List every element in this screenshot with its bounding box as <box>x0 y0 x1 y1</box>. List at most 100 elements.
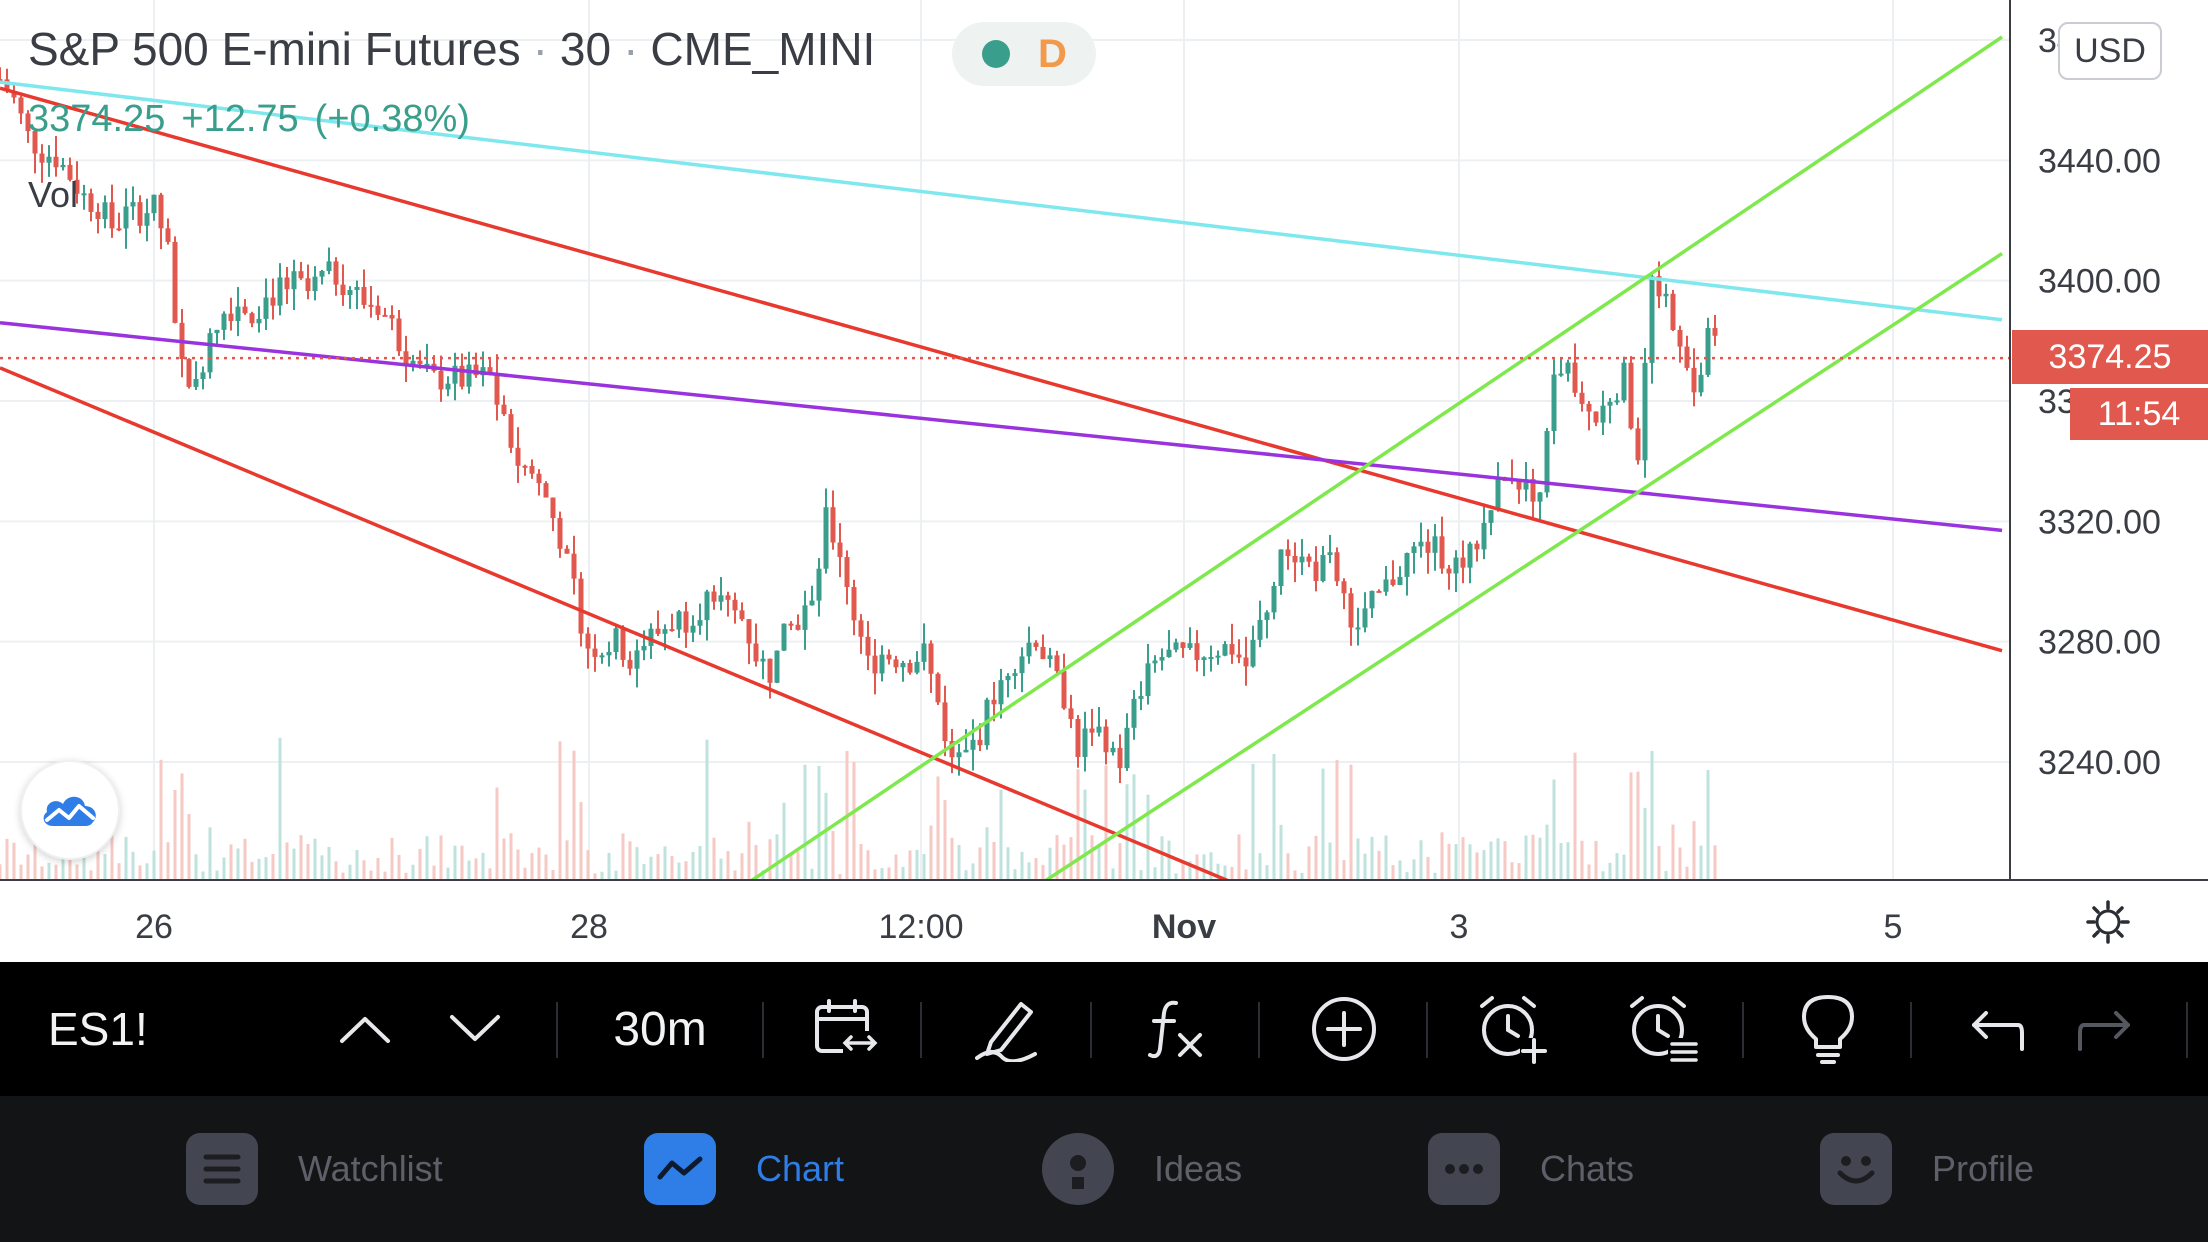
candle-body <box>1187 643 1193 648</box>
candle-body <box>452 365 458 384</box>
volume-bar <box>40 866 44 880</box>
indicators-button[interactable] <box>1136 962 1216 1096</box>
volume-bar <box>1559 843 1563 880</box>
volume-bar <box>229 844 233 880</box>
candle-body <box>242 306 248 314</box>
candle-body <box>228 313 234 322</box>
volume-bar <box>1363 853 1367 880</box>
volume-bar <box>530 853 534 880</box>
volume-bar <box>250 861 254 880</box>
volume-bar <box>1118 843 1122 880</box>
nav-chart[interactable]: Chart <box>644 1096 844 1242</box>
candle-body <box>1418 541 1424 547</box>
redo-button[interactable] <box>2066 962 2146 1096</box>
next-symbol-button[interactable] <box>440 962 510 1096</box>
candle-body <box>627 659 633 669</box>
alerts-list-button[interactable] <box>1620 962 1704 1096</box>
volume-bar <box>621 833 625 880</box>
legend-separator: · <box>623 23 639 75</box>
volume-bar <box>915 849 919 880</box>
nav-label: Chats <box>1540 1148 1635 1189</box>
volume-bar <box>467 860 471 880</box>
volume-bar <box>1447 843 1451 880</box>
candle-body <box>368 304 374 307</box>
candle-body <box>1026 642 1032 657</box>
volume-bar <box>1629 772 1633 880</box>
volume-bar <box>929 825 933 880</box>
candle-body <box>1061 671 1067 709</box>
candle-body <box>1327 552 1333 556</box>
list-icon <box>186 1133 258 1205</box>
volume-bar <box>852 762 856 880</box>
candle-body <box>893 659 899 668</box>
candle-body <box>1495 479 1501 511</box>
volume-bar <box>747 821 751 880</box>
candle-body <box>235 306 241 322</box>
symbol-search-button[interactable]: ES1! <box>48 1003 148 1055</box>
volume-bar <box>1391 865 1395 880</box>
candle-body <box>256 318 262 324</box>
add-alert-button[interactable] <box>1470 962 1554 1096</box>
volume-legend[interactable]: Vol <box>28 174 78 216</box>
volume-bar <box>1419 840 1423 880</box>
candle-body <box>1033 642 1039 647</box>
volume-bar <box>390 837 394 880</box>
previous-symbol-button[interactable] <box>330 962 400 1096</box>
volume-bar <box>1286 853 1290 880</box>
volume-bar <box>880 868 884 880</box>
candle-body <box>172 241 178 323</box>
candle-body <box>1292 555 1298 563</box>
candle-body <box>1320 555 1326 582</box>
market-status-pill[interactable]: D <box>952 22 1096 86</box>
chart-settings-button[interactable] <box>2080 894 2136 950</box>
volume-bar <box>488 868 492 880</box>
candle-body <box>1117 747 1123 769</box>
nav-label: Ideas <box>1154 1148 1243 1189</box>
nav-watchlist[interactable]: Watchlist <box>186 1096 443 1242</box>
candle-body <box>977 739 983 746</box>
nav-ideas[interactable]: Ideas <box>1042 1096 1242 1242</box>
volume-bar <box>1230 866 1234 880</box>
symbol-legend[interactable]: S&P 500 E-mini Futures · 30 · CME_MINI <box>28 22 875 76</box>
volume-bar <box>873 869 877 880</box>
nav-profile[interactable]: Profile <box>1820 1096 2034 1242</box>
volume-bar <box>1370 836 1374 880</box>
interval-button[interactable]: 30m <box>613 1002 707 1056</box>
volume-bar <box>1027 862 1031 880</box>
currency-button[interactable]: USD <box>2058 22 2162 80</box>
undo-button[interactable] <box>1956 962 2036 1096</box>
candle-body <box>1614 400 1620 403</box>
candle-body <box>466 364 472 387</box>
time-tick-label: 12:00 <box>878 908 963 946</box>
volume-bar <box>397 854 401 880</box>
volume-bar <box>285 842 289 880</box>
drawing-tools-button[interactable] <box>966 962 1046 1096</box>
tradingview-logo-button[interactable] <box>20 760 120 860</box>
candle-body <box>1404 553 1410 577</box>
volume-bar <box>1132 774 1136 880</box>
candle-body <box>851 587 857 621</box>
price-chart[interactable]: 3480.003440.003400.003360.003320.003280.… <box>0 0 2208 962</box>
volume-bar <box>733 870 737 880</box>
date-range-button[interactable] <box>806 962 886 1096</box>
ideas-button[interactable] <box>1788 962 1868 1096</box>
add-button[interactable] <box>1304 962 1384 1096</box>
nav-chats[interactable]: Chats <box>1428 1096 1634 1242</box>
candle-body <box>1005 675 1011 681</box>
volume-bar <box>740 853 744 880</box>
candle-body <box>1411 546 1417 554</box>
candle-body <box>606 651 612 656</box>
volume-bar <box>278 737 282 880</box>
candle-body <box>361 286 367 305</box>
candle-body <box>697 620 703 626</box>
chart-area[interactable]: 3480.003440.003400.003360.003320.003280.… <box>0 0 2208 962</box>
candle-body <box>1551 374 1557 431</box>
candle-body <box>725 595 731 600</box>
toolbar-divider <box>2186 1002 2188 1058</box>
volume-bar <box>894 854 898 880</box>
volume-bar <box>943 800 947 880</box>
candle-body <box>620 628 626 660</box>
candle-body <box>221 313 227 330</box>
candle-body <box>340 284 346 296</box>
candle-body <box>354 286 360 291</box>
